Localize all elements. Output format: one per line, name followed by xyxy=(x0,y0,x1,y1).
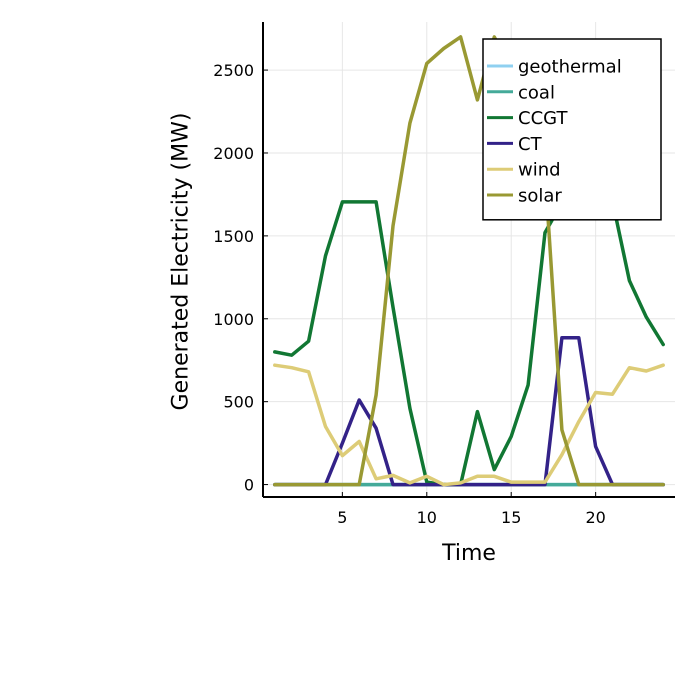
series-line-solar xyxy=(273,35,665,487)
y-tick-label: 2500 xyxy=(213,61,254,80)
legend: geothermal coal CCGT CT wind solar xyxy=(482,38,662,221)
y-tick-label: 1000 xyxy=(213,310,254,329)
legend-label-ccgt: CCGT xyxy=(518,108,568,129)
y-tick-label: 500 xyxy=(223,393,254,412)
legend-label-wind: wind xyxy=(518,160,561,181)
y-tick-label: 2000 xyxy=(213,144,254,163)
legend-label-geothermal: geothermal xyxy=(518,57,622,78)
legend-box xyxy=(482,38,662,221)
x-tick-label: 5 xyxy=(337,508,347,527)
legend-label-solar: solar xyxy=(518,186,562,207)
y-axis-label: Generated Electricity (MW) xyxy=(169,113,194,411)
tick-labels: 5 10 15 20 0 500 1000 1500 2000 2500 xyxy=(213,61,606,527)
legend-label-coal: coal xyxy=(518,82,555,103)
series-line-wind xyxy=(273,363,665,487)
x-tick-label: 10 xyxy=(417,508,437,527)
series-line-ct xyxy=(273,336,665,487)
y-tick-label: 1500 xyxy=(213,227,254,246)
x-axis-label: Time xyxy=(441,541,496,566)
legend-label-ct: CT xyxy=(518,134,543,155)
axes xyxy=(262,22,675,498)
x-tick-label: 15 xyxy=(501,508,521,527)
x-tick-label: 20 xyxy=(585,508,605,527)
y-tick-label: 0 xyxy=(244,476,254,495)
